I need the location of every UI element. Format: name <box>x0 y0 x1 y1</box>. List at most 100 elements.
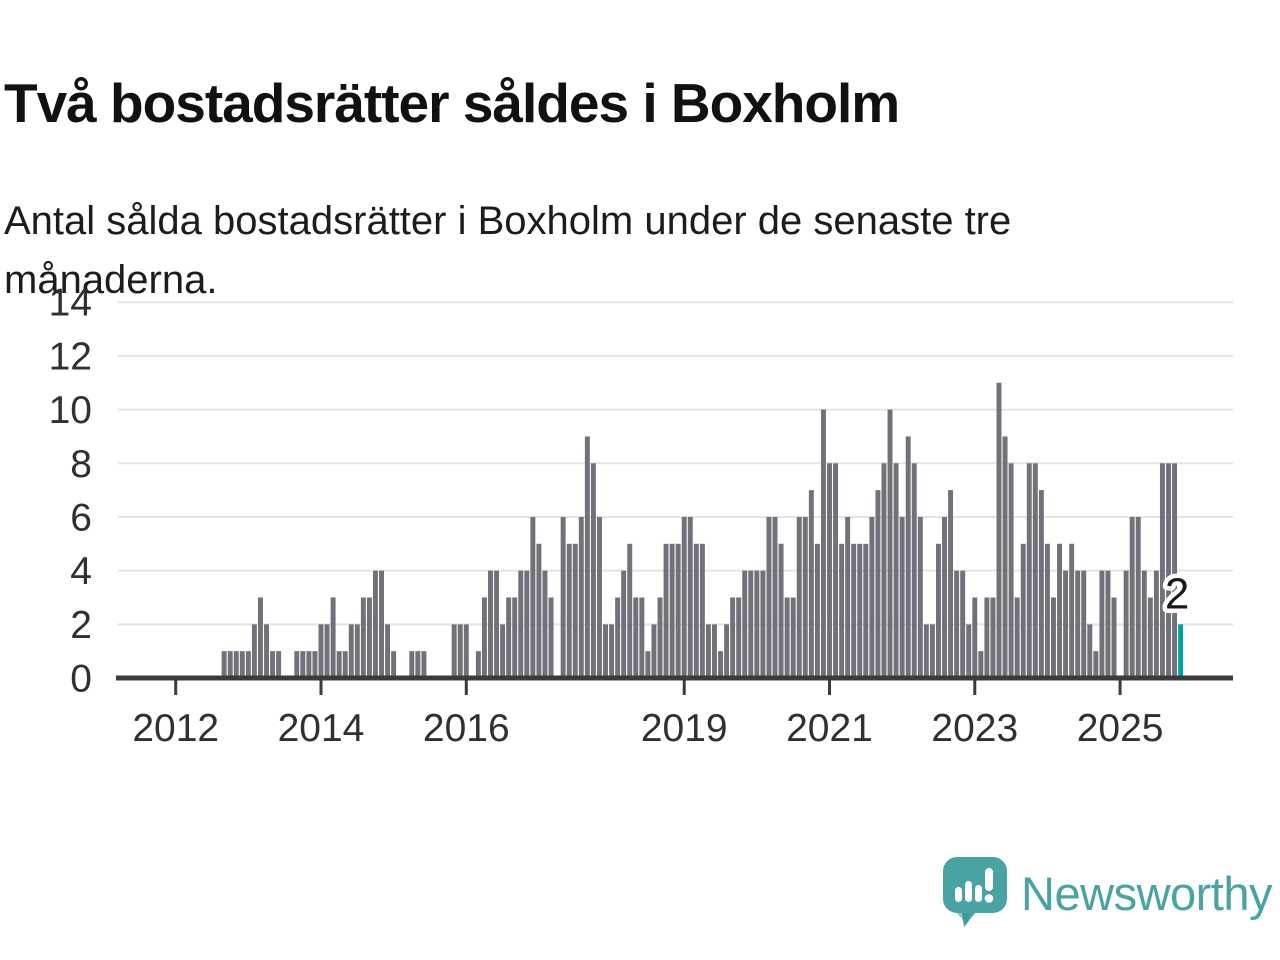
bar <box>724 624 730 678</box>
bar <box>385 624 391 678</box>
bar <box>899 516 905 678</box>
bar <box>736 597 742 678</box>
y-tick-label: 0 <box>70 658 92 701</box>
bar <box>1087 624 1093 678</box>
bar <box>615 597 621 678</box>
bar <box>923 624 929 678</box>
bar <box>590 463 596 678</box>
bar <box>978 651 984 678</box>
bar <box>875 490 881 678</box>
bar <box>820 409 826 678</box>
bar <box>475 651 481 678</box>
x-tick-label: 2012 <box>132 707 219 750</box>
bar <box>833 463 839 678</box>
y-tick-label: 8 <box>70 443 92 486</box>
bar <box>1075 570 1081 678</box>
bar <box>996 382 1002 678</box>
bar <box>1063 570 1069 678</box>
bar <box>905 436 911 678</box>
bar <box>312 651 318 678</box>
bar <box>1123 570 1129 678</box>
bar <box>227 651 233 678</box>
bar <box>1147 597 1153 678</box>
bar <box>506 597 512 678</box>
bar <box>760 570 766 678</box>
bar <box>233 651 239 678</box>
x-tick-label: 2025 <box>1077 707 1164 750</box>
newsworthy-chart-bubble-icon <box>943 857 1008 927</box>
bar <box>675 543 681 678</box>
bar <box>500 624 506 678</box>
page-subtitle: Antal sålda bostadsrätter i Boxholm unde… <box>4 199 1012 302</box>
bar <box>1026 463 1032 678</box>
bar <box>1038 490 1044 678</box>
bar <box>681 516 687 678</box>
bar <box>1159 463 1165 678</box>
bar <box>609 624 615 678</box>
bar <box>693 543 699 678</box>
bar <box>990 597 996 678</box>
bar <box>264 624 269 678</box>
bar <box>463 624 469 678</box>
x-axis: 2012 2014 2016 2019 2021 2023 2025 <box>116 675 1233 750</box>
bar <box>1111 597 1117 678</box>
y-tick-label: 12 <box>49 335 92 378</box>
bar <box>893 463 899 678</box>
bar <box>808 490 814 678</box>
y-tick-label: 10 <box>49 389 92 432</box>
x-tick-label: 2016 <box>423 707 510 750</box>
bar <box>814 543 820 678</box>
bar <box>699 543 705 678</box>
brand-name: Newsworthy <box>1021 866 1272 920</box>
bar <box>542 570 548 678</box>
bar <box>1105 570 1111 678</box>
bar <box>518 570 524 678</box>
y-tick-label: 14 <box>49 282 92 325</box>
bar <box>669 543 675 678</box>
bar <box>718 651 724 678</box>
bar <box>942 516 947 678</box>
bar <box>318 624 324 678</box>
bar <box>451 624 457 678</box>
bar <box>954 570 960 678</box>
y-tick-label: 2 <box>70 604 92 647</box>
bar <box>742 570 748 678</box>
bar <box>712 624 717 678</box>
highlight-bar <box>1178 624 1184 678</box>
bar <box>960 570 966 678</box>
bar <box>512 597 518 678</box>
x-tick-label: 2019 <box>641 707 728 750</box>
bar <box>1135 516 1141 678</box>
bar <box>548 597 554 678</box>
bar <box>881 463 887 678</box>
bar <box>1032 463 1038 678</box>
x-tick-label: 2021 <box>786 707 873 750</box>
bar <box>221 651 227 678</box>
brand-logo[interactable]: Newsworthy <box>943 857 1272 928</box>
bar <box>379 570 384 678</box>
bar <box>651 624 657 678</box>
bar <box>1093 651 1099 678</box>
bar <box>336 651 342 678</box>
x-tick-label: 2014 <box>278 707 365 750</box>
bar <box>857 543 863 678</box>
bar <box>596 516 602 678</box>
bar <box>802 516 808 678</box>
bar <box>966 624 972 678</box>
y-tick-label: 6 <box>70 496 92 539</box>
bar <box>270 651 276 678</box>
bars-group <box>221 382 1184 678</box>
bar <box>863 543 869 678</box>
bar <box>354 624 360 678</box>
bar <box>766 516 772 678</box>
bar <box>1069 543 1075 678</box>
bar <box>972 597 978 678</box>
bar <box>772 516 778 678</box>
bar <box>536 543 542 678</box>
bar <box>578 516 584 678</box>
bar <box>948 490 954 678</box>
bar <box>1166 463 1171 678</box>
bar <box>929 624 935 678</box>
bar <box>1044 543 1050 678</box>
bar <box>494 570 500 678</box>
